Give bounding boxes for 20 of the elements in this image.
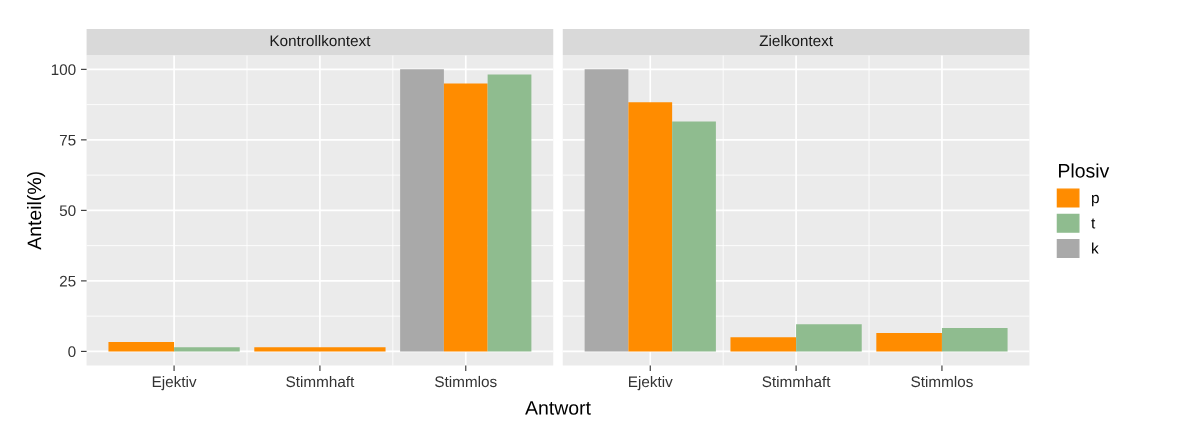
chart-title: Kontrollkontext [270,34,371,47]
y-tick-label: 0 [68,346,76,358]
legend-label: t [1091,218,1096,229]
legend-label: k [1092,242,1099,254]
x-tick-label: Stimmlos [435,375,497,388]
y-tick-label: 100 [51,64,76,76]
legend-label: p [1092,194,1099,207]
legend-title: Plosiv [1059,163,1110,178]
y-tick-label: 50 [59,205,76,217]
y-tick-label: 75 [59,134,76,146]
x-tick-label: Ejektiv [629,375,673,391]
x-tick-label: Stimmhaft [762,375,831,388]
bar [400,69,444,352]
y-tick-label: 25 [59,275,76,287]
chart-title: Zielkontext [759,34,833,47]
x-tick-label: Stimmlos [911,375,973,388]
x-axis-title: Antwort [525,401,591,415]
y-axis-title: Anteil(%) [26,172,46,250]
x-tick-label: Ejektiv [152,375,197,391]
x-tick-label: Stimmhaft [286,375,355,388]
